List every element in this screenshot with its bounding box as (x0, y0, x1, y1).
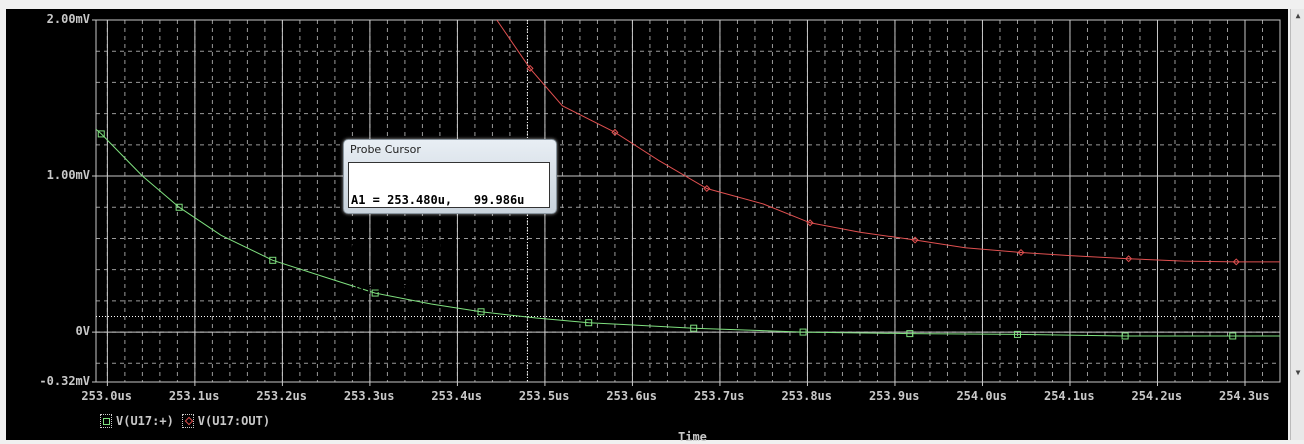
x-tick-label: 253.4us (431, 389, 482, 403)
cursor-dif-row: dif=-171.737n, -900.084u (351, 283, 525, 297)
y-tick-label: 1.00mV (46, 168, 90, 183)
data-point-marker (1017, 248, 1025, 257)
x-tick-label: 253.8us (781, 389, 833, 403)
vertical-scrollbar[interactable]: ▲ ▼ (1290, 9, 1304, 440)
diamond-marker-icon[interactable] (181, 414, 194, 428)
waveform-plot[interactable] (6, 9, 1288, 440)
probe-cursor-window[interactable]: Probe Cursor A1 = 253.480u, 99.986u A2 =… (343, 139, 557, 297)
scroll-up-icon[interactable]: ▲ (1295, 11, 1301, 20)
y-tick-label: 0V (75, 324, 90, 339)
scroll-down-icon[interactable]: ▼ (1295, 368, 1301, 377)
y-tick-label: 2.00mV (46, 12, 90, 26)
data-point-marker (611, 128, 619, 136)
legend: V(U17:+) V(U17:OUT) (100, 414, 270, 428)
data-point-marker (526, 64, 534, 72)
series-line-v-u17-out (496, 20, 1280, 263)
data-point-marker (1121, 332, 1129, 340)
x-tick-label: 253.9us (868, 389, 920, 403)
x-tick-label: 253.5us (518, 389, 570, 403)
data-point-marker (371, 289, 379, 297)
cursor-a2-row: A2 = 253.651u, 1.0001m (351, 238, 525, 252)
x-tick-label: 253.1us (168, 389, 220, 403)
x-tick-label: 254.1us (1043, 389, 1095, 403)
data-point-marker (911, 236, 919, 244)
square-marker-icon[interactable] (100, 414, 112, 428)
probe-cursor-readout: A1 = 253.480u, 99.986u A2 = 253.651u, 1.… (348, 162, 550, 297)
x-tick-label: 253.6us (606, 389, 657, 403)
x-tick-label: 253.2us (256, 389, 307, 403)
x-tick-label: 254.3us (1218, 389, 1270, 403)
data-point-marker (703, 184, 711, 193)
x-tick-label: 254.2us (1131, 389, 1183, 403)
data-point-marker (1232, 258, 1240, 266)
data-point-marker (690, 324, 698, 332)
data-point-marker (477, 308, 485, 316)
data-point-marker (175, 203, 183, 211)
data-point-marker (906, 330, 914, 338)
y-tick-label: -0.32mV (39, 374, 90, 388)
probe-cursor-title[interactable]: Probe Cursor (350, 143, 421, 156)
data-point-marker (1125, 255, 1133, 263)
legend-item-v-u17-out[interactable]: V(U17:OUT) (197, 414, 271, 428)
probe-plot-window: 2.00mV 1.00mV 0V -0.32mV 253.0us 253.1us 253.… (6, 9, 1288, 444)
plot-border (95, 19, 1281, 383)
data-point-marker (1229, 332, 1237, 340)
data-point-marker (269, 256, 277, 264)
cursor-a1-row: A1 = 253.480u, 99.986u (351, 193, 525, 207)
data-point-marker (806, 219, 814, 227)
x-axis-title: Time (678, 430, 707, 444)
data-point-marker (799, 328, 807, 336)
x-tick-label: 253.3us (343, 389, 395, 403)
legend-item-v-u17-plus[interactable]: V(U17:+) (116, 414, 174, 428)
data-point-marker (1013, 330, 1021, 338)
x-tick-label: 254.0us (956, 389, 1008, 403)
data-point-marker (97, 130, 105, 138)
series-line-v-u17-plus (96, 128, 1280, 337)
data-point-marker (585, 319, 593, 327)
x-tick-label: 253.0us (81, 389, 132, 403)
x-tick-label: 253.7us (693, 389, 745, 403)
